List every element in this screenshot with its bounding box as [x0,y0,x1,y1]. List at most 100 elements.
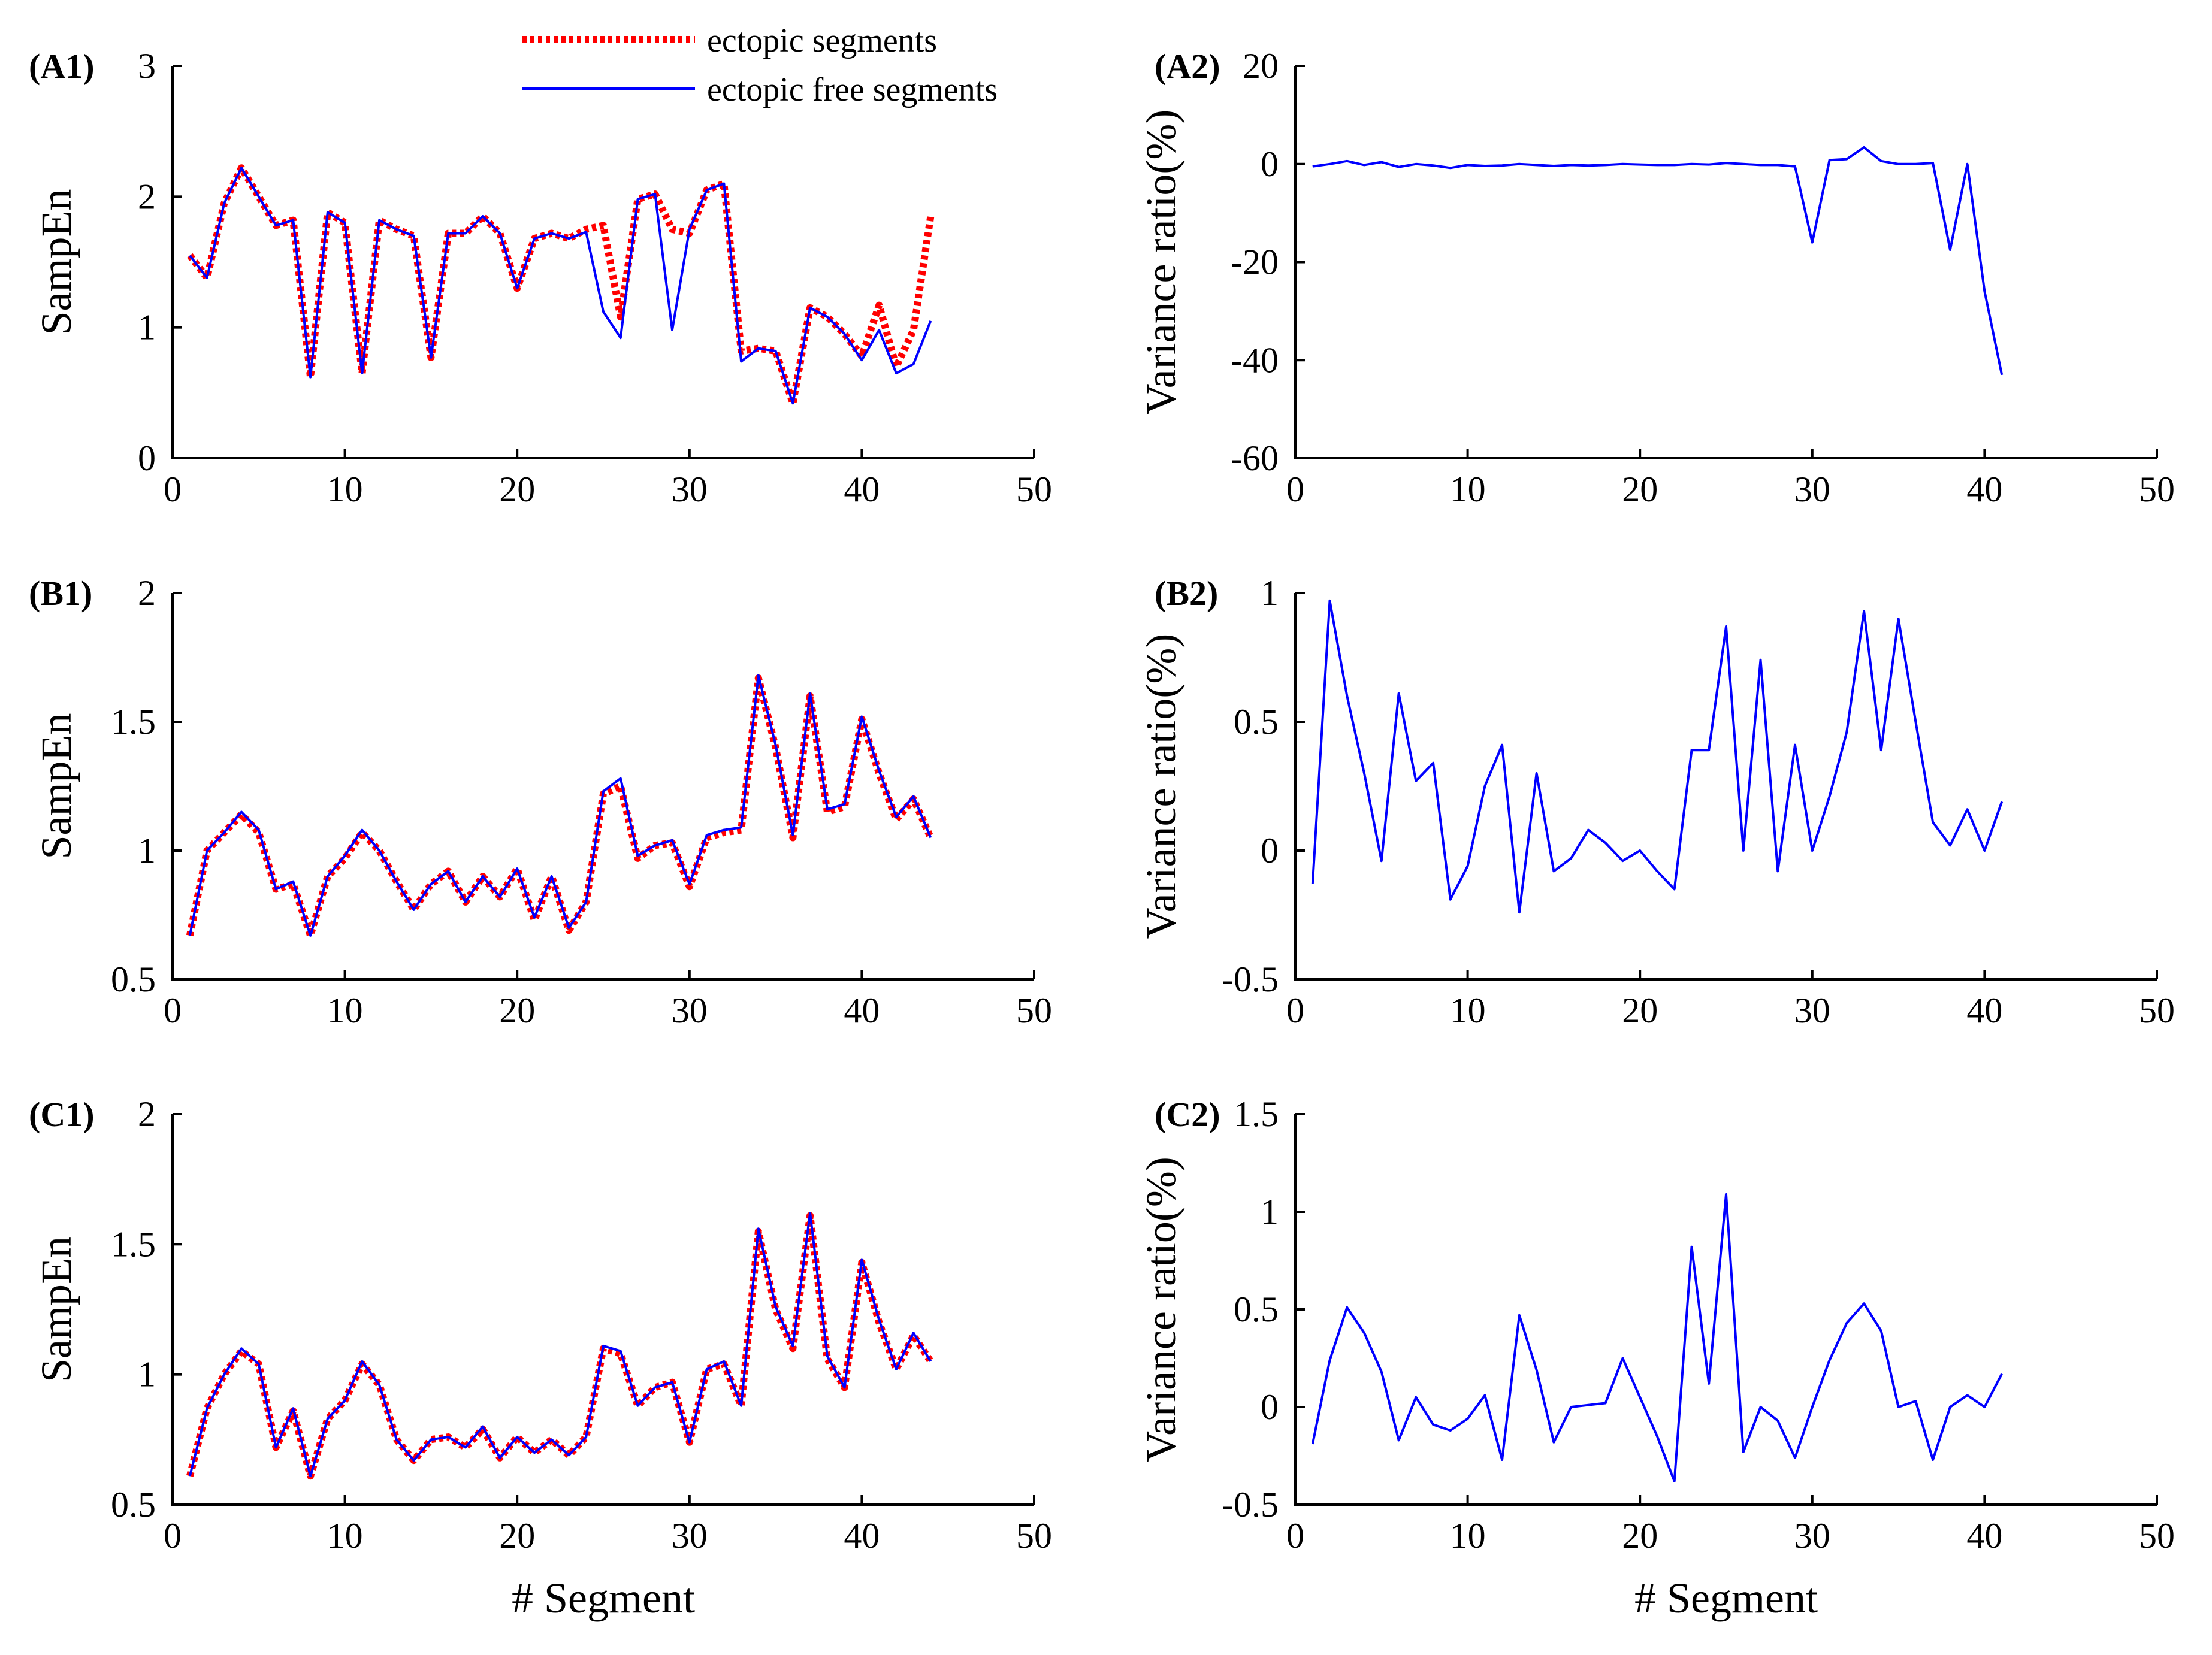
x-tick-label: 40 [1966,470,2002,509]
x-tick-label: 40 [844,1516,880,1556]
x-tick-label: 0 [1286,1516,1304,1556]
y-tick-label: 1.5 [1234,1094,1279,1134]
panel-label: (C2) [1155,1095,1220,1134]
x-tick-label: 30 [672,991,708,1030]
legend-ectopic-label: ectopic segments [707,22,937,59]
x-tick-label: 50 [2139,991,2175,1030]
series-ectopic-free-line [188,674,932,937]
y-tick-label: 0.5 [1234,702,1279,742]
x-tick-label: 0 [164,470,182,509]
y-tick-label: 0.5 [111,1485,156,1524]
y-tick-label: 1 [138,308,156,347]
x-tick-label: 0 [1286,470,1304,509]
x-tick-label: 20 [499,470,535,509]
x-tick-label: 20 [499,1516,535,1556]
x-tick-label: 10 [1450,991,1486,1030]
x-tick-label: 40 [1966,1516,2002,1556]
axes-C2 [1294,1114,2157,1506]
x-tick-label: 40 [1966,991,2002,1030]
x-tick-label: 30 [672,1516,708,1556]
x-tick-label: 10 [327,470,363,509]
axes-B2 [1294,593,2157,981]
x-tick-label: 20 [1622,470,1658,509]
y-tick-label: -60 [1231,438,1279,478]
x-tick-label: 10 [327,991,363,1030]
y-axis-label: Variance ratio(%) [1137,110,1185,415]
x-tick-label: 50 [1016,470,1052,509]
panel-label: (B1) [29,574,92,613]
panel-label: (C1) [29,1095,95,1134]
x-tick-label: 30 [1794,1516,1830,1556]
series-ectopic-free-line [189,167,932,405]
y-tick-label: 0 [138,438,156,478]
series-ectopic-free-line [1312,146,2004,376]
y-tick-label: -0.5 [1222,960,1279,999]
x-tick-label: 30 [1794,991,1830,1030]
x-axis-label: # Segment [512,1574,695,1622]
y-axis-label: SampEn [32,1236,80,1382]
legend: ectopic segments ectopic free segments [522,22,998,108]
y-tick-label: -40 [1231,340,1279,380]
x-tick-label: 10 [1450,470,1486,509]
panel-A1: 0 10 20 30 40 50 0 1 2 3 SampEn (A1) [29,46,1052,509]
y-tick-label: 3 [138,46,156,86]
x-tick-label: 10 [327,1516,363,1556]
y-axis-label: SampEn [32,713,80,860]
x-tick-label: 20 [1622,991,1658,1030]
y-tick-label: 0.5 [111,960,156,999]
x-tick-label: 0 [164,1516,182,1556]
x-tick-label: 40 [844,991,880,1030]
data-point [534,920,535,921]
series-ectopic-free-line [188,1212,932,1478]
y-tick-label: 2 [138,1094,156,1134]
panel-A2: 0 10 20 30 40 50 -60 -40 -20 0 20 Variance ratio(%)… [1137,46,2175,509]
legend-free-label: ectopic free segments [707,71,998,108]
x-tick-label: 40 [844,470,880,509]
y-tick-label: 1 [138,831,156,870]
x-tick-label: 20 [1622,1516,1658,1556]
y-tick-label: 2 [138,177,156,216]
x-tick-label: 0 [164,991,182,1030]
data-point [930,216,931,217]
y-tick-label: 0 [1261,831,1279,870]
y-tick-label: 0.5 [1234,1290,1279,1329]
y-axis-label: SampEn [32,189,80,335]
x-tick-label: 10 [1450,1516,1486,1556]
y-tick-label: 2 [138,573,156,613]
series-ectopic-free-line [1311,1193,2003,1482]
axes-A1 [171,66,1034,459]
x-axis-label: # Segment [1634,1574,1818,1622]
x-tick-label: 50 [1016,991,1052,1030]
panel-C1: 0 10 20 30 40 50 0.5 1 1.5 2 SampEn # Segment (C1) [29,1094,1052,1622]
y-tick-label: 1 [138,1355,156,1394]
panel-B1: 0 10 20 30 40 50 0.5 1 1.5 2 SampEn (B1) [29,573,1052,1030]
x-tick-label: 50 [2139,470,2175,509]
y-tick-label: 1 [1261,1192,1279,1232]
axes-A2 [1294,66,2157,459]
panel-label: (A2) [1155,47,1220,86]
x-tick-label: 50 [1016,1516,1052,1556]
y-axis-label: Variance ratio(%) [1137,1157,1185,1462]
x-tick-label: 0 [1286,991,1304,1030]
x-tick-label: 50 [2139,1516,2175,1556]
panel-label: (A1) [29,47,95,86]
x-tick-label: 30 [1794,470,1830,509]
y-tick-label: -20 [1231,243,1279,282]
y-tick-label: -0.5 [1222,1485,1279,1524]
data-point [844,806,845,807]
series-ectopic-line [186,674,934,939]
x-tick-label: 20 [499,991,535,1030]
y-tick-label: 1 [1261,573,1279,613]
y-tick-label: 20 [1243,46,1279,86]
data-point [913,330,914,331]
y-tick-label: 0 [1261,1387,1279,1427]
panel-label: (B2) [1155,574,1218,613]
y-tick-label: 1.5 [111,1224,156,1264]
y-axis-label: Variance ratio(%) [1137,634,1185,939]
x-tick-label: 30 [672,470,708,509]
series-ectopic-free-line [1311,599,2004,914]
